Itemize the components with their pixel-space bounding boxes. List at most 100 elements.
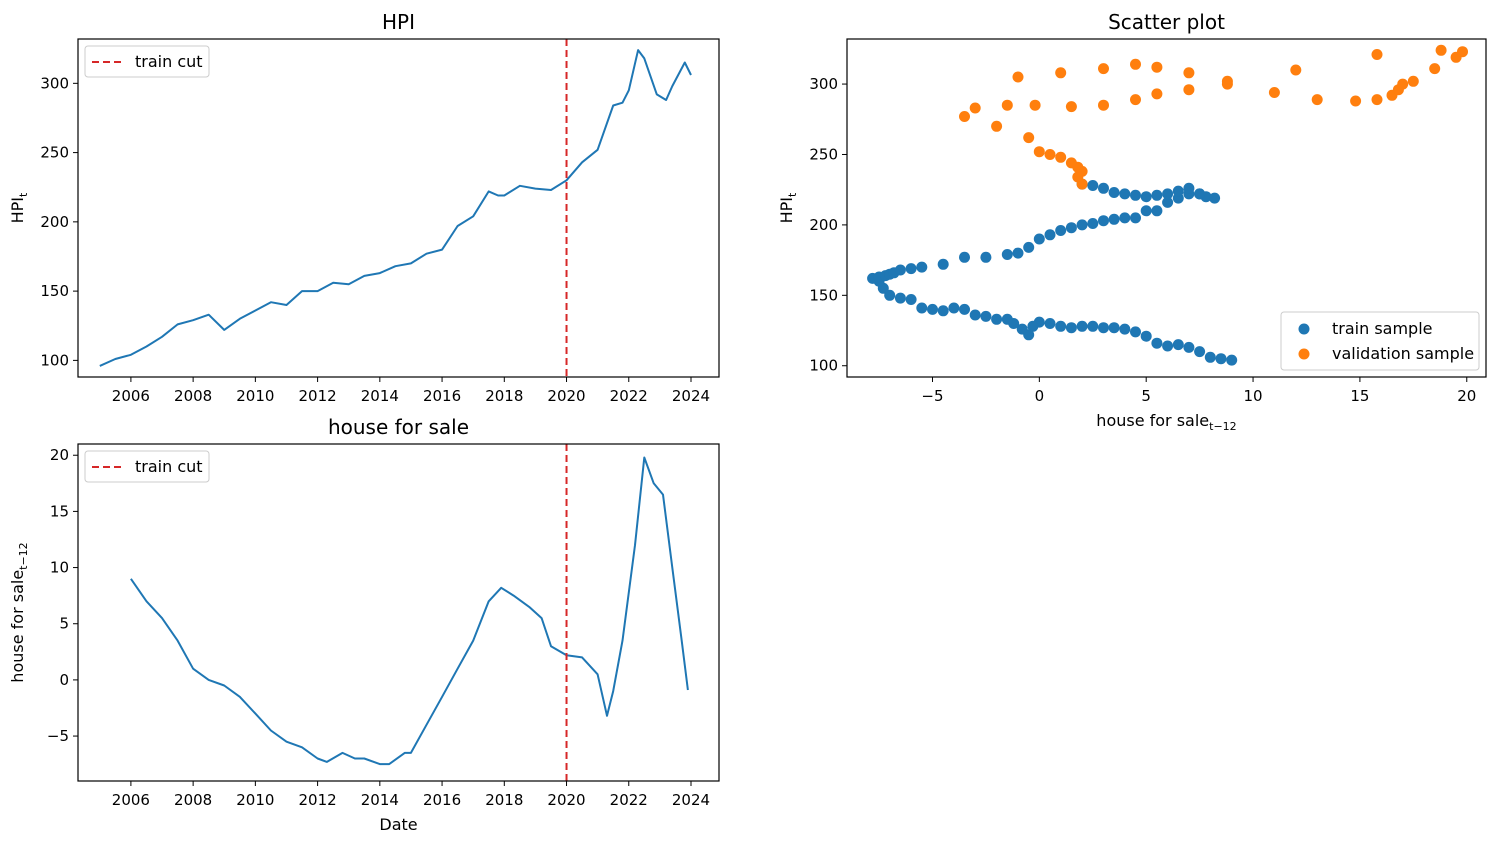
hpi-y-tick-label: 300 [40, 74, 69, 92]
house-for-sale-x-tick-label: 2024 [672, 791, 710, 809]
scatter-y-tick-label: 150 [809, 286, 838, 304]
scatter-train-point [1001, 249, 1013, 260]
scatter-validation-point [959, 111, 970, 122]
house-for-sale-x-tick-label: 2008 [174, 791, 212, 809]
scatter-validation-point [1151, 61, 1163, 73]
scatter-train-point [1215, 353, 1227, 365]
scatter-legend-validation-swatch [1298, 348, 1310, 360]
scatter-axes-frame [846, 38, 1487, 378]
hpi-y-tick-label: 150 [40, 282, 69, 300]
scatter-train-point [1162, 196, 1174, 208]
scatter-train-point [1151, 337, 1163, 349]
house-for-sale-y-tick-label: 15 [50, 502, 69, 520]
scatter-validation-point [1311, 94, 1323, 106]
house-for-sale-y-tick-label: −5 [47, 727, 69, 745]
scatter-train-point [1172, 339, 1184, 351]
hpi-x-tick-label: 2016 [423, 387, 461, 405]
scatter-train-point [1098, 182, 1109, 194]
scatter-train-point [1076, 219, 1088, 231]
scatter-train-point [1119, 323, 1131, 335]
hpi-x-tick-label: 2020 [547, 387, 585, 405]
scatter-validation-point [1429, 63, 1441, 75]
scatter-train-point [1119, 212, 1131, 224]
house-for-sale-x-tick-label: 2020 [547, 791, 585, 809]
scatter-train-point [905, 294, 917, 305]
scatter-train-point [1087, 180, 1099, 191]
scatter-train-point [980, 310, 992, 322]
house-for-sale-x-tick-label: 2010 [236, 791, 274, 809]
scatter-train-point [1130, 189, 1141, 201]
house-for-sale-legend: train cut [84, 450, 210, 483]
scatter-train-point [1108, 187, 1120, 198]
scatter-train-point [1065, 222, 1077, 234]
hpi-x-tick-label: 2024 [672, 387, 710, 405]
scatter-validation-point [1023, 132, 1035, 144]
hpi-chart-title: HPI [382, 10, 415, 34]
hpi-x-tick-label: 2012 [299, 387, 337, 405]
scatter-validation-point [1055, 67, 1067, 79]
scatter-train-point [948, 302, 960, 314]
house-for-sale-x-tick-label: 2006 [112, 791, 150, 809]
scatter-train-point [937, 258, 949, 270]
house-for-sale-y-tick-label: 0 [59, 671, 69, 689]
scatter-train-point [1130, 326, 1141, 338]
house-for-sale-time-series-panel: house for sale −5 0 5 10 15 20 2006 2008 2010 2012… [8, 415, 720, 834]
scatter-train-point [905, 263, 917, 275]
scatter-validation-point [1065, 101, 1077, 113]
scatter-x-tick-label: −5 [921, 387, 943, 405]
scatter-validation-point [1029, 99, 1041, 111]
scatter-train-point [1151, 189, 1163, 201]
scatter-validation-point [1221, 75, 1233, 87]
scatter-legend: train sample validation sample [1280, 311, 1480, 371]
scatter-validation-point [1001, 99, 1013, 111]
scatter-train-point [894, 292, 906, 304]
scatter-train-point [916, 261, 928, 273]
scatter-train-point [927, 303, 938, 315]
scatter-legend-frame [1280, 311, 1480, 371]
scatter-train-point [894, 264, 906, 276]
scatter-x-tick-label: 5 [1141, 387, 1151, 405]
house-for-sale-y-axis-label: house for salet−12 [8, 542, 30, 682]
scatter-train-point [1065, 322, 1077, 334]
scatter-chart-title: Scatter plot [1108, 10, 1225, 34]
scatter-train-point [916, 302, 928, 314]
house-for-sale-legend-frame [84, 450, 210, 483]
house-for-sale-x-axis-label: Date [379, 815, 417, 834]
scatter-validation-point [1268, 87, 1280, 98]
scatter-train-point [1209, 192, 1221, 204]
scatter-y-axis-label: HPIt [777, 192, 799, 223]
scatter-validation-point [1457, 46, 1468, 58]
hpi-plot-area [99, 39, 692, 377]
scatter-train-point [1087, 320, 1099, 332]
scatter-train-point [1140, 330, 1152, 342]
scatter-plot-panel: Scatter plot 100 150 200 250 300 −5 0 5 10 15 20 hou… [777, 10, 1487, 433]
house-for-sale-y-tick-label: 5 [59, 615, 69, 633]
scatter-validation-point [1435, 44, 1447, 56]
scatter-x-tick-label: 20 [1457, 387, 1476, 405]
scatter-y-tick-label: 300 [809, 75, 838, 93]
scatter-train-point [1016, 323, 1028, 335]
hpi-x-tick-label: 2022 [610, 387, 648, 405]
scatter-validation-point [1098, 63, 1109, 75]
house-for-sale-series-line [130, 456, 689, 766]
scatter-validation-point [1130, 58, 1141, 70]
scatter-validation-point [1151, 88, 1163, 100]
house-for-sale-chart-title: house for sale [328, 415, 469, 439]
scatter-x-axis-label: house for salet−12 [1096, 411, 1236, 433]
hpi-y-tick-label: 250 [40, 144, 69, 162]
hpi-y-tick-label: 200 [40, 213, 69, 231]
scatter-train-point [1162, 340, 1174, 352]
scatter-train-point [991, 313, 1003, 325]
scatter-train-point [1204, 351, 1216, 363]
house-for-sale-x-tick-label: 2014 [361, 791, 399, 809]
scatter-train-point [1033, 233, 1045, 245]
scatter-train-point [1012, 247, 1024, 259]
scatter-train-point [1108, 322, 1120, 334]
scatter-train-point [1098, 215, 1109, 227]
scatter-y-tick-label: 250 [809, 145, 838, 163]
scatter-validation-point [1065, 157, 1077, 169]
scatter-legend-validation-label: validation sample [1332, 344, 1474, 363]
house-for-sale-legend-train-cut-label: train cut [135, 457, 203, 476]
hpi-x-tick-label: 2014 [361, 387, 399, 405]
